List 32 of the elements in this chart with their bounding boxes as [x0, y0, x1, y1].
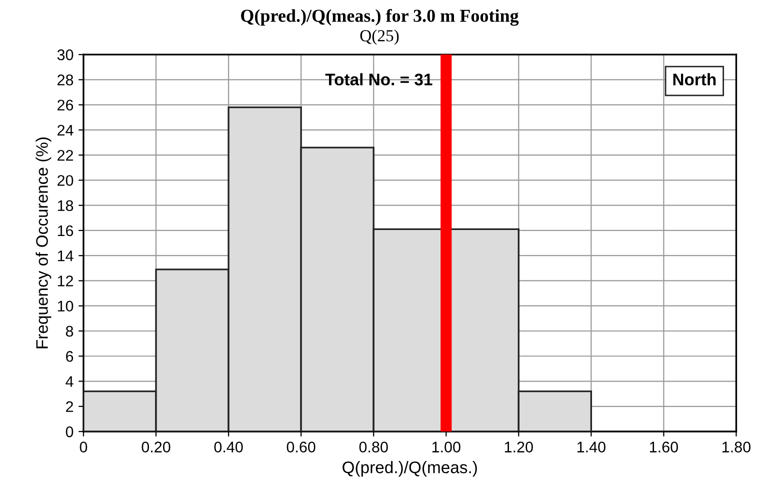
x-tick-label: 1.00: [432, 442, 460, 452]
x-tick-label: 0.40: [214, 442, 243, 452]
y-tick-label: 10: [58, 300, 74, 312]
chart-title: Q(pred.)/Q(meas.) for 3.0 m Footing: [241, 9, 519, 26]
y-tick-label: 8: [66, 326, 74, 337]
x-tick-label: 1.80: [722, 442, 750, 452]
x-tick-label: 1.60: [650, 442, 678, 452]
x-tick-label: 0.60: [286, 442, 316, 452]
y-tick-label: 22: [58, 150, 73, 161]
x-tick-label: 1.20: [504, 442, 533, 452]
y-tick-label: 26: [58, 100, 74, 111]
x-tick-label: 1.40: [577, 442, 606, 452]
y-tick-label: 2: [66, 401, 73, 412]
y-tick-label: 24: [58, 124, 74, 136]
y-tick-label: 20: [58, 175, 74, 186]
chart-subtitle: Q(25): [360, 30, 399, 45]
x-axis-title: Q(pred.)/Q(meas.): [342, 461, 477, 477]
x-tick-label: 0.20: [142, 442, 170, 452]
y-axis-title: Frequency of Occurence (%): [36, 138, 52, 348]
y-tick-label: 0: [66, 426, 74, 438]
x-tick-label: 0: [80, 442, 88, 452]
y-tick-label: 6: [66, 350, 74, 362]
x-tick-label: 0.80: [359, 442, 388, 452]
y-tick-label: 14: [58, 250, 74, 262]
y-tick-label: 4: [66, 376, 74, 387]
annotation: Total No. = 31: [325, 73, 432, 86]
y-tick-label: 18: [58, 200, 74, 212]
y-tick-label: 16: [58, 225, 74, 236]
y-tick-label: 12: [58, 276, 73, 286]
annotation: North: [673, 73, 716, 86]
y-tick-label: 30: [57, 49, 74, 60]
y-tick-label: 28: [58, 74, 74, 86]
